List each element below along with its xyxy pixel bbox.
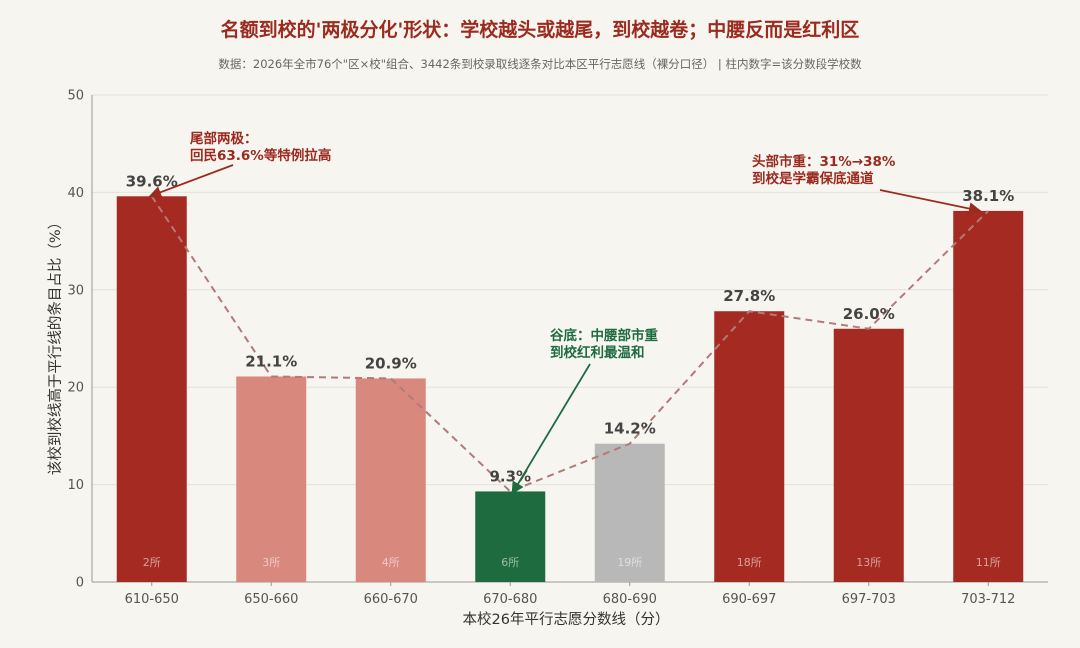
trough-annotation-line: 谷底：中腰部市重: [550, 327, 658, 344]
trough-annotation-arrow: [511, 363, 591, 495]
count-label: 3所: [262, 556, 280, 569]
value-label: 27.8%: [723, 287, 775, 305]
y-tick-label: 0: [76, 576, 84, 591]
y-tick-label: 20: [67, 381, 84, 396]
y-tick-label: 40: [67, 186, 84, 201]
bar-670-680: [475, 491, 546, 582]
trend-line-path: [150, 195, 989, 493]
tail-annotation-arrow: [148, 164, 234, 199]
x-tick-label: 610-650: [125, 592, 179, 607]
count-label: 11所: [976, 556, 1001, 569]
count-label: 18所: [737, 556, 762, 569]
value-label: 26.0%: [843, 305, 895, 323]
count-labels: 2所 3所 4所 6所 19所 18所 13所 11所: [143, 556, 1001, 569]
head-annotation-line: 到校是学霸保底通道: [752, 170, 874, 187]
y-tick-label: 10: [67, 478, 84, 493]
bars: [116, 196, 1024, 582]
value-label: 9.3%: [489, 467, 531, 485]
count-label: 19所: [617, 556, 642, 569]
count-label: 6所: [501, 556, 519, 569]
value-label: 20.9%: [365, 354, 417, 372]
value-label: 39.6%: [126, 172, 178, 190]
count-label: 13所: [856, 556, 881, 569]
x-tick-label: 680-690: [603, 592, 657, 607]
trough-annotation-line: 到校红利最温和: [550, 344, 645, 361]
count-label: 4所: [382, 556, 400, 569]
x-tick-label: 670-680: [483, 592, 537, 607]
tail-annotation: 尾部两极：回民63.6%等特例拉高: [148, 130, 331, 199]
x-tick-label: 690-697: [722, 592, 776, 607]
tick-labels: 0 10 20 30 40 50 610-650 650-660 660-670 670-680 6…: [67, 89, 1015, 608]
x-tick-label: 703-712: [961, 592, 1015, 607]
bar-703-712: [953, 210, 1024, 582]
y-axis-title: 该校到校线高于平行线的条目占比（%）: [47, 215, 64, 475]
bar-650-660: [236, 376, 307, 582]
value-labels: 39.6% 21.1% 20.9% 9.3% 14.2% 27.8% 26.0% 38.1%: [126, 172, 1015, 485]
bar-680-690: [594, 443, 665, 582]
x-tick-label: 660-670: [364, 592, 418, 607]
value-label: 38.1%: [962, 187, 1014, 205]
tail-annotation-line: 回民63.6%等特例拉高: [190, 147, 331, 164]
x-tick-label: 650-660: [244, 592, 298, 607]
value-label: 21.1%: [245, 352, 297, 370]
head-annotation: 头部市重：31%→38%到校是学霸保底通道: [752, 153, 982, 215]
x-tick-label: 697-703: [842, 592, 896, 607]
tail-annotation-line: 尾部两极：: [190, 130, 258, 147]
chart-subtitle: 数据：2026年全市76个"区×校"组合、3442条到校录取线逐条对比本区平行志…: [218, 57, 862, 71]
y-tick-label: 30: [67, 283, 84, 298]
head-annotation-line: 头部市重：31%→38%: [752, 153, 896, 170]
chart-title: 名额到校的'两极分化'形状：学校越头或越尾，到校越卷；中腰反而是红利区: [221, 18, 860, 41]
count-label: 2所: [143, 556, 161, 569]
y-tick-label: 50: [67, 89, 84, 104]
x-axis-title: 本校26年平行志愿分数线（分）: [463, 611, 670, 628]
head-annotation-arrow: [879, 189, 982, 215]
bar-697-703: [833, 328, 904, 582]
bar-660-670: [355, 378, 426, 582]
bar-690-697: [714, 311, 785, 582]
trend-line: [150, 195, 989, 493]
value-label: 14.2%: [604, 420, 656, 438]
bar-610-650: [116, 196, 187, 582]
